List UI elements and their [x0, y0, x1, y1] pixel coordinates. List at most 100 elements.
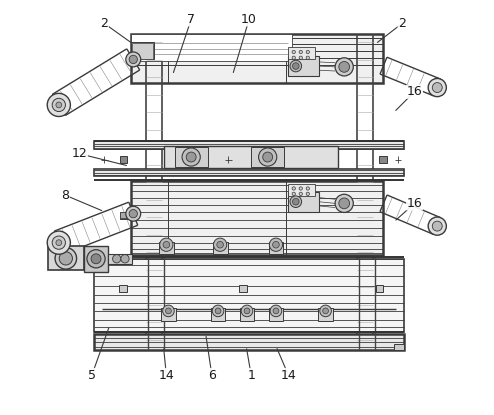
Bar	[120, 212, 127, 219]
Circle shape	[263, 152, 273, 162]
Circle shape	[213, 238, 227, 251]
Bar	[94, 259, 404, 332]
Bar	[94, 334, 404, 350]
Bar	[210, 308, 225, 321]
Circle shape	[299, 187, 302, 190]
Text: 6: 6	[208, 369, 216, 381]
Circle shape	[432, 83, 442, 93]
Circle shape	[217, 242, 223, 248]
Circle shape	[186, 152, 196, 162]
Circle shape	[292, 187, 295, 190]
Circle shape	[299, 192, 302, 195]
Circle shape	[273, 242, 279, 248]
Circle shape	[212, 305, 224, 317]
Circle shape	[335, 194, 353, 212]
Bar	[120, 156, 127, 163]
Circle shape	[339, 198, 350, 209]
Circle shape	[126, 52, 141, 67]
Circle shape	[432, 221, 442, 231]
Circle shape	[292, 50, 295, 54]
Circle shape	[52, 236, 65, 249]
Circle shape	[290, 60, 302, 72]
Bar	[239, 285, 247, 292]
Circle shape	[52, 98, 65, 112]
Circle shape	[121, 255, 129, 263]
Bar	[213, 242, 228, 254]
Bar	[132, 43, 153, 59]
Circle shape	[87, 250, 105, 268]
Circle shape	[299, 56, 302, 59]
Bar	[375, 285, 383, 292]
Circle shape	[299, 50, 302, 54]
Bar	[121, 212, 126, 218]
Circle shape	[428, 78, 447, 97]
Bar	[119, 285, 126, 292]
Circle shape	[428, 217, 447, 235]
Text: 16: 16	[407, 197, 422, 210]
Text: 5: 5	[88, 369, 96, 381]
Circle shape	[91, 254, 101, 264]
Circle shape	[335, 58, 353, 76]
Bar	[109, 254, 132, 264]
Circle shape	[292, 63, 299, 69]
Circle shape	[56, 102, 62, 108]
Circle shape	[163, 305, 174, 317]
Bar	[251, 147, 284, 167]
Text: 12: 12	[72, 147, 87, 160]
Bar	[288, 183, 315, 196]
Bar	[288, 56, 319, 76]
Text: 14: 14	[281, 369, 296, 381]
Circle shape	[270, 305, 282, 317]
Bar	[269, 242, 284, 254]
Bar	[394, 344, 404, 350]
Bar	[269, 308, 284, 321]
Circle shape	[56, 240, 62, 246]
Bar	[83, 246, 109, 271]
Bar	[174, 147, 207, 167]
Circle shape	[113, 255, 121, 263]
Circle shape	[323, 308, 329, 314]
Circle shape	[292, 198, 299, 205]
Circle shape	[273, 308, 279, 314]
Circle shape	[165, 308, 171, 314]
Text: 2: 2	[398, 17, 406, 30]
Circle shape	[129, 210, 137, 218]
Circle shape	[292, 192, 295, 195]
Circle shape	[129, 55, 137, 63]
Circle shape	[290, 196, 302, 208]
Text: 14: 14	[159, 369, 174, 381]
Circle shape	[182, 148, 200, 166]
Bar	[131, 42, 154, 59]
Circle shape	[47, 231, 70, 254]
Text: 2: 2	[100, 17, 108, 30]
Bar	[131, 34, 383, 83]
Bar	[165, 146, 338, 168]
Circle shape	[47, 93, 70, 117]
Circle shape	[215, 308, 221, 314]
Text: 10: 10	[241, 13, 257, 26]
Bar	[48, 247, 83, 270]
Bar	[288, 47, 315, 59]
Circle shape	[306, 50, 309, 54]
Circle shape	[244, 308, 250, 314]
Bar	[94, 169, 404, 176]
Circle shape	[306, 187, 309, 190]
Circle shape	[269, 238, 283, 251]
Circle shape	[126, 206, 141, 221]
Circle shape	[320, 305, 331, 317]
Bar	[131, 34, 292, 61]
Bar	[240, 308, 254, 321]
Bar	[288, 192, 319, 212]
Circle shape	[163, 242, 169, 248]
Bar	[379, 156, 387, 163]
Bar	[161, 308, 176, 321]
Text: 7: 7	[187, 13, 195, 26]
Text: 1: 1	[247, 369, 255, 381]
Bar	[131, 181, 383, 255]
Circle shape	[241, 305, 253, 317]
Text: 16: 16	[407, 85, 422, 98]
Bar	[159, 242, 174, 254]
Text: 8: 8	[61, 188, 69, 202]
Circle shape	[292, 56, 295, 59]
Circle shape	[339, 61, 350, 72]
